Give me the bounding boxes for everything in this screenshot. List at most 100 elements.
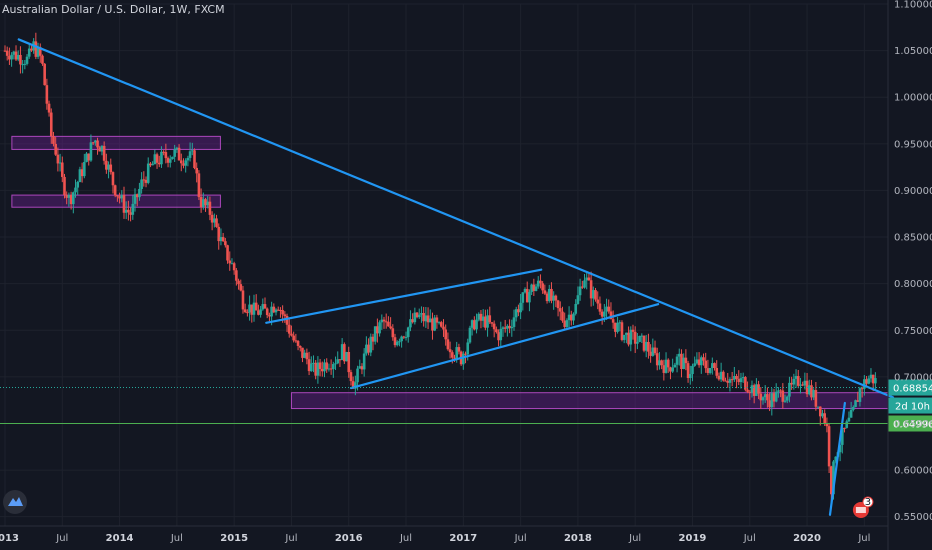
chart-title: Australian Dollar / U.S. Dollar, 1W, FXC…: [2, 3, 225, 16]
candle-body: [387, 321, 390, 327]
candle-body: [175, 147, 179, 150]
x-tick-label: 2014: [106, 533, 134, 544]
candle-body: [510, 326, 514, 329]
candle-body: [261, 304, 265, 310]
candle-body: [307, 359, 311, 372]
candle-body: [54, 143, 57, 155]
candle-body: [616, 322, 619, 332]
candle-body: [481, 316, 485, 321]
candle-body: [618, 322, 622, 324]
candle-body: [772, 393, 776, 402]
candle-body: [38, 47, 42, 56]
candle-body: [642, 335, 646, 351]
candle-body: [263, 304, 267, 309]
candle-body: [759, 393, 763, 401]
candle-body: [428, 318, 432, 323]
candle-body: [532, 284, 536, 291]
candle-body: [585, 277, 589, 281]
y-tick-label: 0.55000: [894, 512, 932, 523]
candle-body: [298, 345, 302, 348]
candle-body: [195, 167, 199, 174]
x-tick-label: Jul: [399, 533, 412, 544]
candle-body: [113, 185, 117, 196]
candle-body: [47, 103, 51, 113]
candle-body: [362, 353, 366, 370]
candle-body: [660, 360, 663, 366]
candle-body: [63, 176, 66, 196]
candle-body: [360, 366, 364, 370]
y-tick-label: 0.70000: [894, 372, 932, 383]
candle-body: [530, 284, 533, 293]
candle-body: [371, 336, 375, 342]
candle-body: [89, 142, 93, 161]
candle-body: [464, 353, 467, 355]
candle-body: [228, 260, 232, 264]
candle-body: [541, 283, 544, 291]
candle-body: [102, 145, 106, 161]
candle-body: [45, 85, 49, 104]
candle-body: [87, 153, 91, 161]
y-tick-label: 0.95000: [894, 139, 932, 150]
candle-body: [118, 196, 121, 199]
candle-body: [199, 197, 203, 208]
candle-body: [270, 306, 273, 317]
candle-body: [144, 179, 148, 183]
candle-body: [783, 400, 787, 402]
x-tick-label: 2016: [335, 533, 363, 544]
candle-body: [717, 375, 721, 380]
y-tick-label: 0.75000: [894, 326, 932, 337]
candle-body: [168, 159, 172, 163]
candle-body: [393, 337, 397, 346]
candle-body: [691, 365, 694, 375]
candle-body: [142, 179, 146, 181]
candle-body: [94, 140, 97, 143]
candle-body: [499, 328, 503, 341]
candle-body: [545, 293, 549, 302]
candle-body: [252, 302, 256, 315]
candle-body: [726, 380, 730, 383]
candle-body: [43, 63, 46, 86]
candle-body: [462, 353, 465, 365]
candle-body: [116, 195, 119, 197]
candle-body: [325, 362, 329, 370]
x-tick-label: Jul: [857, 533, 870, 544]
logo-mark: [8, 497, 23, 506]
candle-body: [682, 357, 685, 370]
candle-body: [794, 376, 798, 379]
candle-body: [149, 163, 152, 166]
candle-body: [666, 359, 670, 368]
candle-body: [801, 384, 804, 386]
candle-body: [12, 51, 16, 55]
candle-body: [210, 214, 214, 223]
price-label-box: [888, 379, 932, 396]
candle-body: [583, 280, 586, 288]
y-tick-label: 0.90000: [894, 186, 932, 197]
candle-body: [640, 335, 644, 337]
candle-body: [177, 147, 181, 161]
candle-body: [448, 349, 452, 353]
candle-body: [470, 320, 474, 328]
candle-body: [250, 304, 254, 315]
candle-body: [78, 169, 82, 183]
candle-body: [382, 319, 386, 322]
candle-body: [827, 426, 831, 467]
candle-body: [563, 320, 566, 327]
candle-body: [614, 322, 617, 332]
candle-body: [395, 341, 399, 346]
candle-body: [695, 359, 699, 364]
candle-body: [378, 322, 381, 334]
candle-body: [728, 379, 732, 383]
candle-body: [349, 372, 353, 382]
candle-body: [235, 270, 238, 281]
candle-body: [19, 54, 22, 65]
candle-body: [770, 393, 774, 408]
candle-body: [312, 362, 315, 364]
candle-body: [647, 341, 650, 352]
candle-body: [814, 390, 818, 407]
price-label: 0.64996: [893, 420, 932, 431]
candle-body: [733, 375, 736, 380]
candle-body: [730, 379, 734, 381]
candle-body: [600, 311, 604, 317]
candle-body: [453, 357, 456, 359]
